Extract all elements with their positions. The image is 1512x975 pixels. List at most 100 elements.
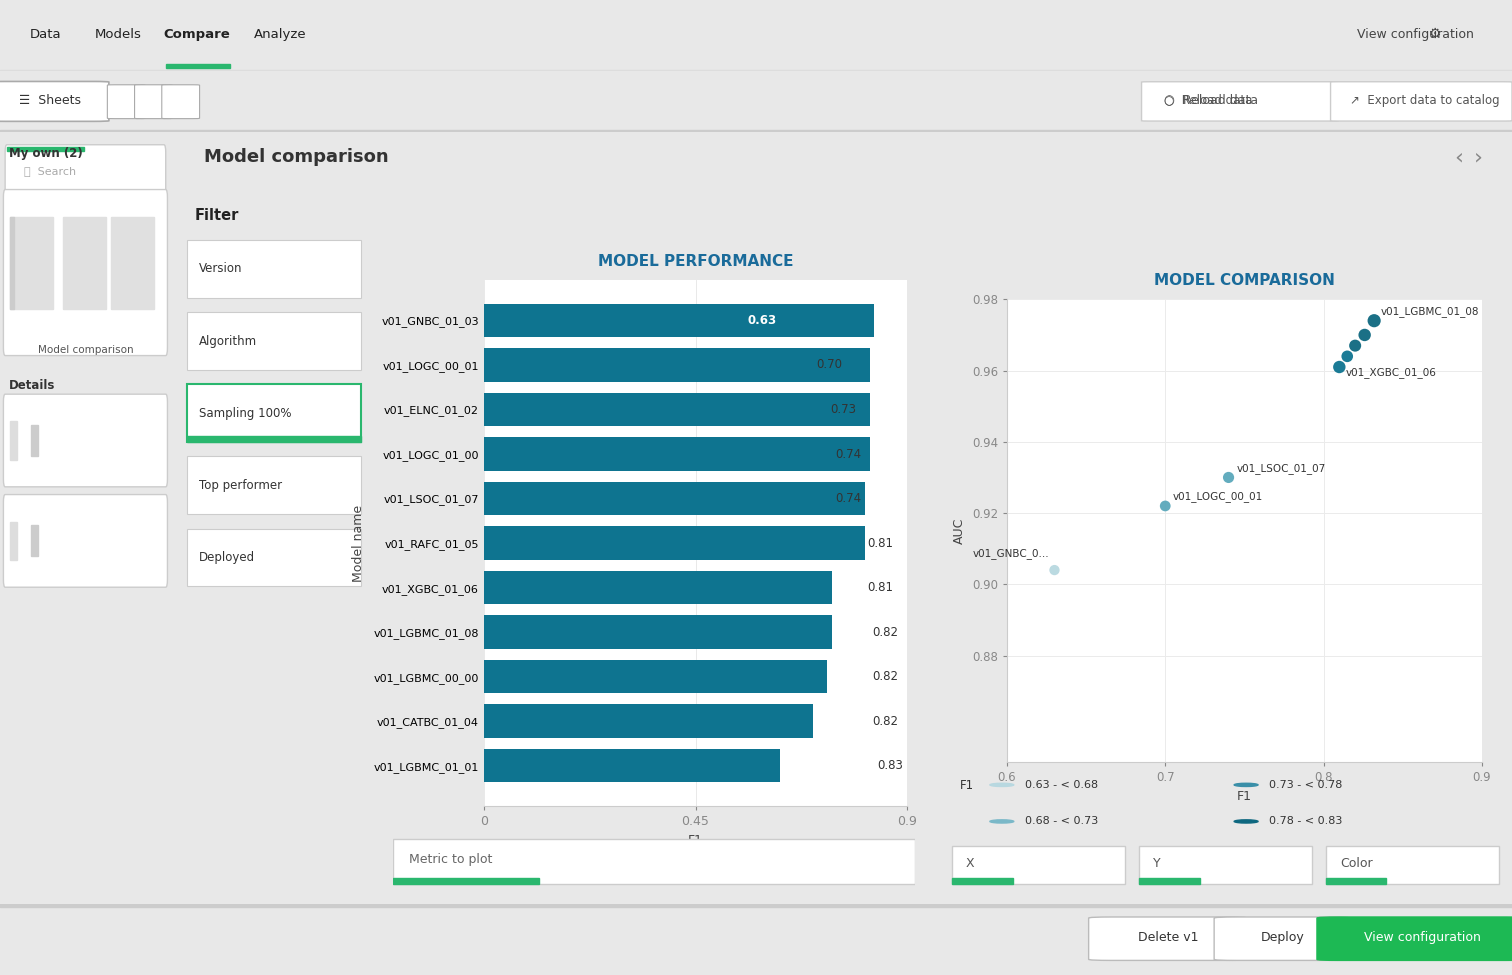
FancyBboxPatch shape [3,494,168,587]
Bar [484,304,874,337]
X-axis label: F1: F1 [688,834,703,847]
Text: ›: › [1474,147,1483,167]
Text: Metric to plot: Metric to plot [408,853,491,867]
Bar [11,421,17,460]
Bar [11,522,17,561]
Text: F1: F1 [960,779,974,792]
FancyBboxPatch shape [1326,846,1498,884]
Title: MODEL PERFORMANCE: MODEL PERFORMANCE [597,254,794,269]
Text: Sampling 100%: Sampling 100% [200,407,292,419]
Text: View configuration: View configuration [1358,27,1474,41]
Bar [0,70,1512,71]
FancyBboxPatch shape [953,846,1125,884]
FancyBboxPatch shape [107,85,145,119]
Text: v01_LGBMC_01_08: v01_LGBMC_01_08 [1380,306,1479,317]
Text: Filter: Filter [195,208,239,222]
Bar [110,216,154,309]
Text: Deploy: Deploy [1261,931,1303,945]
X-axis label: F1: F1 [1237,790,1252,803]
FancyBboxPatch shape [3,189,168,356]
Text: Analyze: Analyze [254,27,305,41]
Text: 0.74: 0.74 [835,448,860,460]
Bar [30,526,38,557]
FancyBboxPatch shape [187,528,361,586]
FancyBboxPatch shape [162,85,200,119]
Y-axis label: Model name: Model name [352,504,364,582]
Bar [484,348,869,381]
FancyBboxPatch shape [3,394,168,487]
Text: ○  Reload data: ○ Reload data [1164,94,1252,106]
Point [1353,328,1377,343]
Text: Algorithm: Algorithm [200,334,257,347]
FancyBboxPatch shape [187,312,361,370]
Text: Details: Details [9,378,54,392]
Text: Model comparison: Model comparison [204,148,389,166]
Text: v01_LSOC_01_07: v01_LSOC_01_07 [1237,463,1326,474]
Text: 0.81: 0.81 [868,581,894,594]
Bar [484,615,832,648]
Text: ☰  Sheets: ☰ Sheets [18,94,82,106]
Text: Data: Data [30,27,60,41]
Text: 0.82: 0.82 [872,626,898,639]
Point [1328,359,1352,374]
Text: 0.73: 0.73 [830,403,856,416]
Text: 0.63 - < 0.68: 0.63 - < 0.68 [1025,780,1098,790]
Bar [11,216,14,309]
Text: Model comparison: Model comparison [38,345,133,355]
Bar [187,436,361,442]
Bar [8,147,83,151]
Bar [484,705,813,738]
Text: 🔍  Search: 🔍 Search [24,166,76,176]
Title: MODEL COMPARISON: MODEL COMPARISON [1154,273,1335,289]
Bar [484,482,865,515]
Y-axis label: AUC: AUC [953,518,966,544]
Circle shape [1234,820,1258,823]
Text: 0.74: 0.74 [835,492,860,505]
Circle shape [1234,783,1258,787]
FancyBboxPatch shape [1089,917,1247,960]
Bar [166,64,230,68]
FancyBboxPatch shape [1331,82,1512,121]
FancyBboxPatch shape [1142,82,1338,121]
FancyBboxPatch shape [1139,846,1312,884]
Point [1343,337,1367,353]
Text: View configuration: View configuration [1364,931,1482,945]
Bar [11,216,53,309]
Point [1362,313,1387,329]
Bar [30,425,38,456]
Text: 0.83: 0.83 [877,760,903,772]
Bar [1326,878,1387,884]
Text: Version: Version [200,262,242,275]
Text: X: X [966,857,975,871]
FancyBboxPatch shape [187,384,361,442]
Text: 0.82: 0.82 [872,670,898,683]
Text: Y: Y [1154,857,1161,871]
Bar [1139,878,1199,884]
Bar [484,526,865,560]
FancyBboxPatch shape [1317,917,1512,960]
Text: 0.81: 0.81 [868,536,894,550]
Bar [64,216,106,309]
Circle shape [990,783,1013,787]
Text: 0.68 - < 0.73: 0.68 - < 0.73 [1025,816,1098,827]
Text: ↗  Export data to catalog: ↗ Export data to catalog [1350,94,1500,106]
Point [1335,348,1359,364]
FancyBboxPatch shape [1214,917,1350,960]
Bar [484,393,869,426]
Bar [484,749,780,782]
Text: Color: Color [1340,857,1373,871]
Bar [484,660,827,693]
Text: v01_GNBC_0...: v01_GNBC_0... [974,549,1049,560]
Text: Top performer: Top performer [200,479,281,491]
Point [1217,470,1241,486]
Bar [0,130,1512,132]
Point [1154,498,1178,514]
Text: Compare: Compare [163,27,230,41]
FancyBboxPatch shape [135,85,172,119]
Bar [484,438,869,471]
FancyBboxPatch shape [187,456,361,514]
Bar [484,571,832,604]
Text: Deployed: Deployed [200,551,256,564]
Text: v01_LOGC_00_01: v01_LOGC_00_01 [1173,491,1264,502]
Text: My own (2): My own (2) [9,147,82,160]
